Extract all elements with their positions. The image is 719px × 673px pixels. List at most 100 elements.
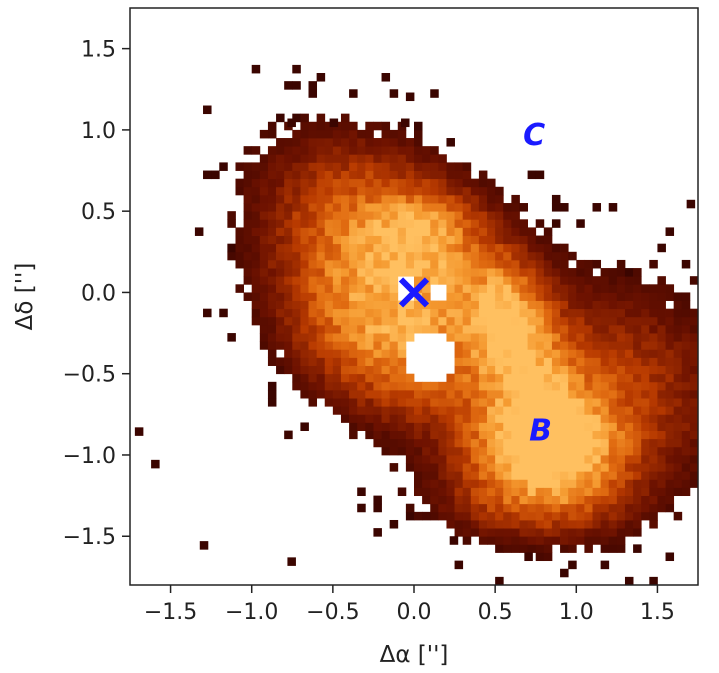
heatmap-cell: [511, 284, 520, 293]
heatmap-cell: [324, 138, 334, 147]
heatmap-cell: [438, 406, 447, 415]
heatmap-cell: [560, 495, 569, 505]
heatmap-cell: [592, 308, 602, 318]
heatmap-cell: [470, 178, 480, 188]
heatmap-cell: [292, 219, 301, 228]
heatmap-cell: [592, 398, 602, 407]
heatmap-cell: [657, 276, 666, 285]
heatmap-cell: [284, 268, 293, 277]
heatmap-cell: [332, 129, 342, 139]
heatmap-cell: [462, 528, 472, 537]
heatmap-cell: [194, 227, 204, 236]
heatmap-cell: [276, 276, 285, 285]
heatmap-cell: [535, 349, 545, 358]
heatmap-cell: [389, 227, 399, 236]
heatmap-cell: [495, 446, 504, 456]
heatmap-cell: [365, 162, 374, 171]
heatmap-cell: [316, 251, 326, 261]
heatmap-cell: [308, 178, 318, 188]
heatmap-cell: [365, 268, 374, 277]
heatmap-cell: [381, 129, 391, 139]
heatmap-cell: [560, 503, 569, 513]
heatmap-cell: [689, 276, 699, 285]
heatmap-cell: [267, 227, 277, 236]
heatmap-cell: [478, 227, 488, 236]
heatmap-cell: [470, 357, 480, 366]
heatmap-cell: [259, 324, 269, 334]
heatmap-cell: [470, 324, 480, 334]
heatmap-cell: [478, 365, 488, 375]
heatmap-cell: [584, 373, 593, 383]
heatmap-cell: [487, 495, 496, 505]
heatmap-cell: [373, 430, 382, 440]
heatmap-cell: [657, 300, 666, 310]
heatmap-cell: [503, 471, 512, 480]
heatmap-cell: [689, 365, 699, 375]
heatmap-cell: [340, 259, 350, 269]
heatmap-cell: [487, 211, 496, 220]
heatmap-cell: [616, 276, 626, 285]
heatmap-cell: [600, 308, 610, 318]
heatmap-cell: [373, 186, 382, 196]
heatmap-cell: [487, 536, 496, 545]
heatmap-cell: [259, 154, 269, 163]
heatmap-cell: [349, 227, 358, 236]
heatmap-cell: [633, 357, 642, 366]
heatmap-cell: [673, 430, 683, 440]
heatmap-cell: [446, 389, 455, 399]
heatmap-cell: [381, 178, 391, 188]
heatmap-cell: [454, 398, 464, 407]
heatmap-cell: [519, 463, 528, 472]
heatmap-cell: [568, 471, 577, 480]
heatmap-cell: [608, 398, 618, 407]
heatmap-cell: [503, 211, 512, 220]
heatmap-cell: [422, 235, 431, 245]
heatmap-cell: [340, 121, 350, 131]
heatmap-cell: [462, 186, 472, 196]
heatmap-cell: [511, 519, 520, 529]
heatmap-cell: [259, 162, 269, 171]
heatmap-cell: [389, 89, 399, 98]
heatmap-cell: [462, 365, 472, 375]
heatmap-cell: [300, 349, 309, 358]
heatmap-cell: [381, 438, 391, 448]
heatmap-cell: [503, 227, 512, 236]
heatmap-cell: [438, 235, 447, 245]
heatmap-cell: [365, 138, 374, 147]
heatmap-cell: [608, 341, 618, 350]
heatmap-cell: [600, 528, 610, 537]
heatmap-cell: [430, 398, 439, 407]
heatmap-cell: [681, 292, 691, 301]
heatmap-cell: [381, 235, 391, 245]
heatmap-cell: [357, 422, 366, 431]
heatmap-cell: [300, 268, 309, 277]
heatmap-cell: [259, 333, 269, 342]
heatmap-cell: [470, 316, 480, 326]
heatmap-cell: [503, 519, 512, 529]
heatmap-cell: [332, 284, 342, 293]
heatmap-cell: [324, 243, 334, 253]
heatmap-cell: [454, 292, 464, 301]
heatmap-cell: [381, 414, 391, 423]
heatmap-cell: [576, 463, 585, 472]
heatmap-cell: [511, 251, 520, 261]
heatmap-cell: [373, 333, 382, 342]
heatmap-cell: [454, 438, 464, 448]
heatmap-cell: [308, 324, 318, 334]
heatmap-cell: [535, 414, 545, 423]
annotation-layer: BC: [523, 118, 552, 449]
heatmap-cell: [292, 308, 301, 318]
heatmap-cell: [373, 146, 382, 155]
heatmap-cell: [592, 406, 602, 415]
heatmap-cell: [511, 349, 520, 358]
heatmap-cell: [422, 194, 431, 204]
heatmap-cell: [686, 199, 696, 209]
heatmap-cell: [349, 276, 358, 285]
heatmap-cell: [454, 235, 464, 245]
heatmap-cell: [316, 154, 326, 163]
heatmap-cell: [389, 333, 399, 342]
heatmap-cell: [584, 349, 593, 358]
heatmap-cell: [438, 219, 447, 228]
heatmap-cell: [316, 389, 326, 399]
heatmap-cell: [470, 243, 480, 253]
